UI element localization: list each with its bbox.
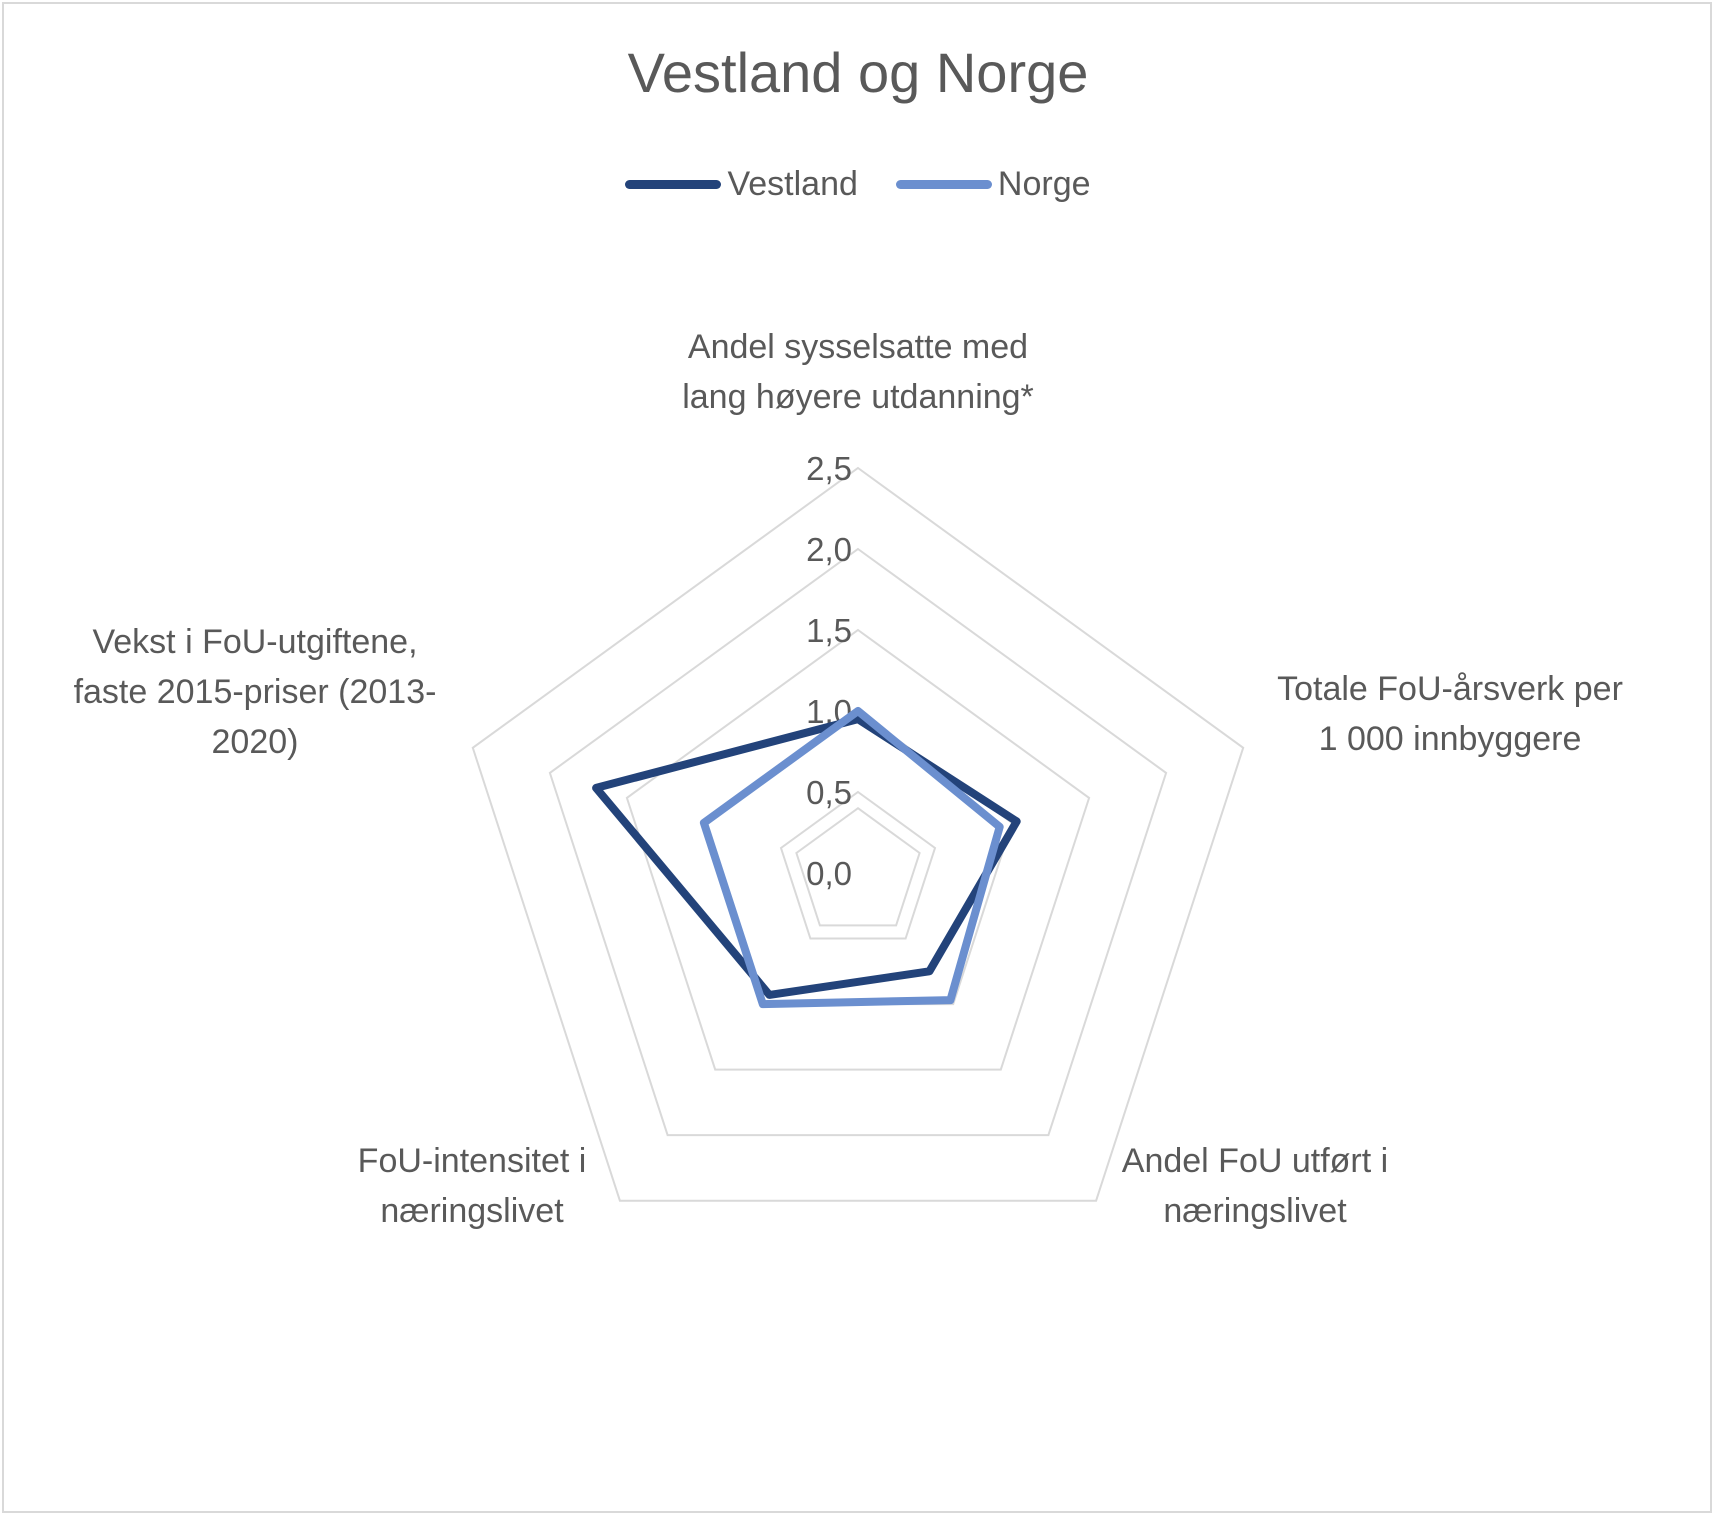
chart-title: Vestland og Norge (627, 41, 1089, 104)
series-line-vestland (592, 715, 1021, 999)
tick-label-4: 2,0 (806, 531, 852, 568)
tick-label-3: 1,5 (806, 612, 852, 649)
tick-label-5: 2,5 (806, 450, 852, 487)
grid-ring-4 (548, 547, 1168, 1137)
legend-swatch-norge (895, 180, 992, 189)
axis-label-3: FoU-intensitet i næringslivet (358, 1142, 587, 1230)
grid-ring-5 (471, 466, 1245, 1202)
axis-label-2: Andel FoU utført i næringslivet (1122, 1142, 1388, 1230)
tick-label-1: 0,5 (806, 774, 852, 811)
legend-item-vestland: Vestland (625, 165, 858, 204)
axis-label-1: Totale FoU-årsverk per 1 000 innbyggere (1277, 670, 1623, 758)
tick-label-0: 0,0 (806, 855, 852, 892)
grid-ring-0 (795, 806, 921, 927)
legend-label-vestland: Vestland (727, 165, 858, 203)
legend-label-norge: Norge (997, 165, 1091, 203)
legend-swatch-vestland (625, 180, 722, 189)
legend: Vestland Norge (0, 165, 1716, 204)
axis-label-0: Andel sysselsatte med lang høyere utdanni… (682, 328, 1034, 416)
series-line-norge (699, 707, 1004, 1009)
axis-label-4: Vekst i FoU-utgiftene, faste 2015-priser … (74, 623, 437, 761)
legend-item-norge: Norge (895, 165, 1091, 204)
grid-ring-1 (779, 790, 937, 940)
